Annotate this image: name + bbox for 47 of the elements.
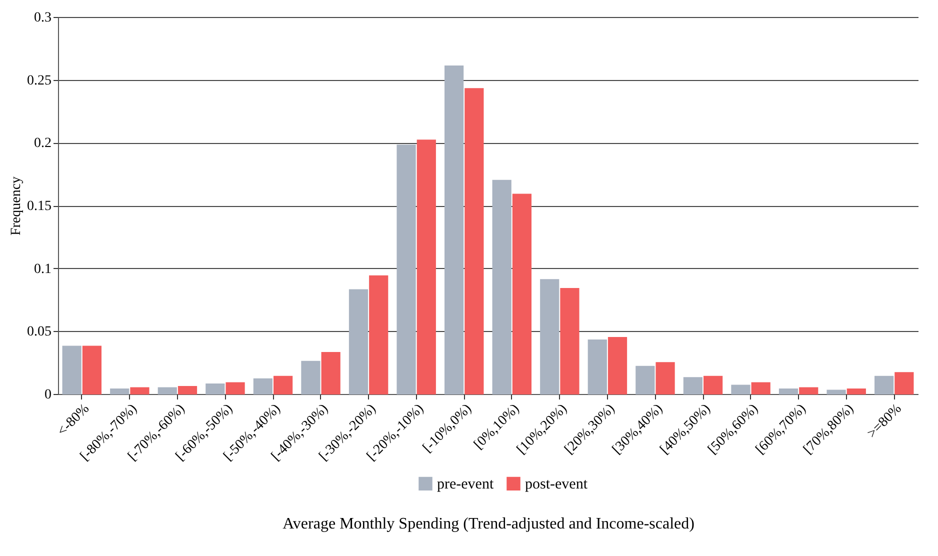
x-axis-title: Average Monthly Spending (Trend-adjusted and Income-scaled) [282, 515, 694, 532]
bar [751, 382, 770, 394]
y-tick-label: 0.25 [27, 73, 52, 88]
y-tick-label: 0.3 [34, 10, 52, 26]
bar [369, 275, 388, 394]
bar [62, 346, 82, 394]
bar [874, 376, 894, 394]
bar [396, 144, 416, 394]
bar [683, 377, 702, 394]
bar [826, 390, 846, 394]
bar [636, 366, 655, 394]
bar [348, 289, 368, 394]
bar [846, 388, 866, 394]
bar [512, 194, 532, 394]
bar [588, 339, 607, 394]
bar [894, 372, 914, 394]
y-tick-label: 0 [44, 388, 52, 402]
bar [158, 387, 177, 394]
bar [226, 382, 245, 394]
y-axis-title: Frequency [9, 176, 24, 236]
bar [130, 387, 150, 394]
bar [799, 387, 818, 394]
y-tick-label: 0.1 [34, 262, 52, 277]
legend-label: post-event [525, 476, 588, 493]
bar [253, 378, 272, 394]
bar [82, 346, 102, 394]
bar [704, 376, 723, 394]
legend-label: pre-event [437, 476, 494, 493]
bar [492, 180, 512, 394]
bar [778, 388, 798, 394]
bar [731, 384, 750, 394]
bar [274, 376, 293, 394]
bar [560, 288, 580, 394]
bar [608, 336, 628, 394]
y-tick-label: 0.15 [27, 199, 52, 214]
y-tick-label: 0.2 [34, 136, 52, 152]
y-tick-label: 0.05 [27, 324, 52, 340]
bar [444, 66, 464, 394]
bar [416, 140, 436, 394]
bar [206, 383, 225, 394]
bar [110, 388, 130, 394]
bar [321, 352, 340, 394]
bar [540, 279, 560, 394]
bar [464, 88, 484, 394]
bar [178, 386, 198, 394]
bar [656, 362, 675, 394]
bar [301, 360, 320, 394]
